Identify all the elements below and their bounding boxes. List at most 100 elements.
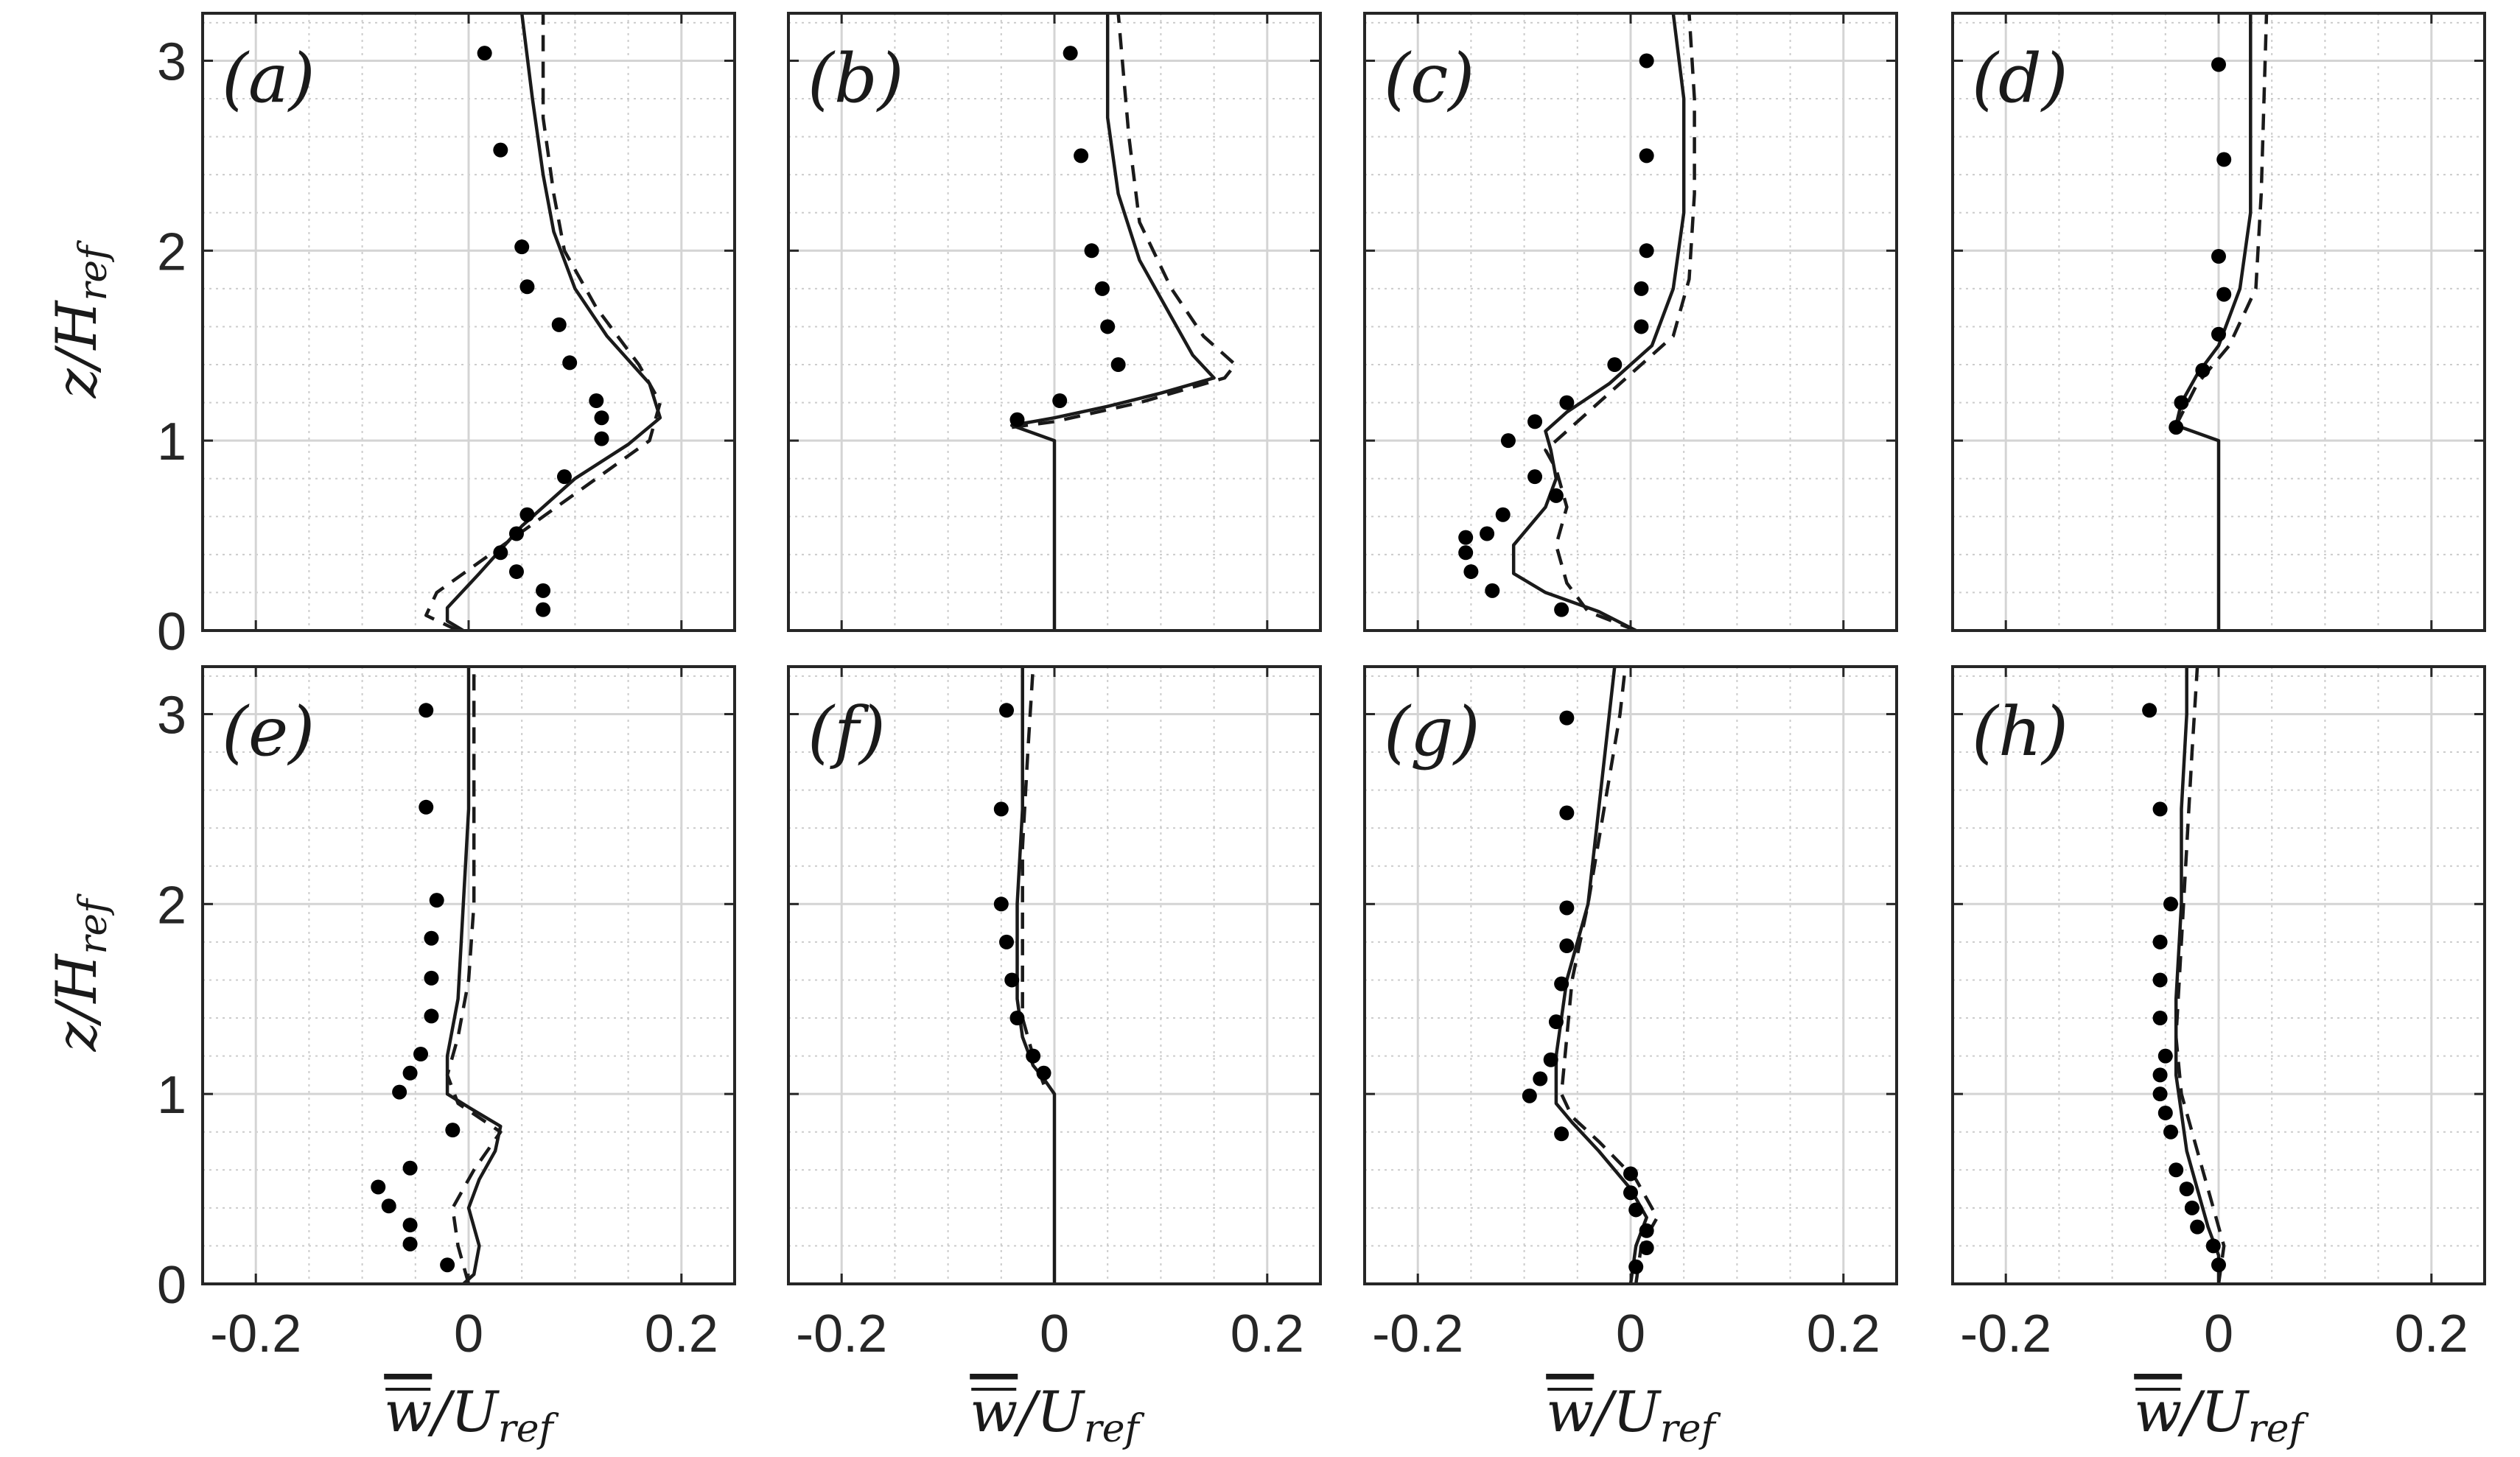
panel-a: (a) 0 1 2 3 z/Href — [43, 12, 736, 661]
y-tick-label: 1 — [157, 412, 186, 471]
data-point — [2163, 896, 2179, 912]
axes-frame — [1951, 12, 2486, 632]
x-tick-label: -0.2 — [796, 1305, 887, 1363]
data-point — [594, 431, 609, 446]
data-point — [402, 1218, 418, 1233]
data-point — [2216, 287, 2232, 302]
data-point — [993, 896, 1009, 912]
data-point — [2157, 1048, 2173, 1064]
data-point — [419, 799, 434, 815]
solid-profile-line — [445, 13, 662, 632]
data-point — [2211, 326, 2226, 342]
data-point — [508, 564, 524, 580]
data-point — [1559, 395, 1575, 410]
data-point — [1480, 526, 1495, 541]
x-tick-label: 0 — [454, 1305, 483, 1363]
dashed-profile-line — [1011, 13, 1237, 429]
y-tick-label: 1 — [157, 1066, 186, 1125]
solid-profile-line — [1511, 13, 1686, 633]
data-point — [1639, 1240, 1654, 1256]
y-tick-label: 0 — [157, 1256, 186, 1315]
dashed-profile-line — [1544, 13, 1696, 633]
data-point — [419, 703, 434, 718]
data-point — [1548, 1014, 1564, 1030]
dashed-profile-line — [445, 667, 503, 1285]
data-point — [2216, 152, 2232, 167]
data-point — [1094, 281, 1110, 296]
data-point — [519, 507, 535, 522]
data-point — [445, 1123, 461, 1138]
data-point — [424, 1008, 439, 1024]
dashed-profile-line — [2174, 666, 2226, 1285]
solid-profile-line — [2174, 13, 2253, 631]
data-point — [1527, 469, 1543, 485]
data-point — [2205, 1238, 2221, 1254]
data-point — [2169, 420, 2184, 435]
axes-frame — [787, 665, 1322, 1285]
data-point — [536, 602, 551, 617]
data-point — [1463, 564, 1479, 580]
x-tick-label: 0 — [1040, 1305, 1069, 1363]
data-point — [2169, 1162, 2184, 1178]
y-axis-label: z/Href — [43, 893, 116, 1053]
data-point — [2211, 249, 2226, 264]
y-tick-label: 2 — [157, 876, 186, 935]
data-point — [429, 893, 444, 908]
data-point — [493, 545, 508, 561]
x-tick-label: 0.2 — [645, 1305, 718, 1363]
data-point — [1100, 319, 1116, 334]
data-point — [1026, 1048, 1041, 1064]
data-point — [1639, 148, 1654, 164]
x-tick-label: 0.2 — [1231, 1305, 1304, 1363]
data-point — [402, 1160, 418, 1176]
panel-f: (f)-0.2 0 0.2w/Uref — [787, 665, 1322, 1451]
data-point — [424, 930, 439, 946]
data-point — [1458, 530, 1474, 545]
x-tick-label: 0.2 — [1807, 1305, 1880, 1363]
solid-profile-line — [1009, 13, 1216, 631]
data-point — [2195, 362, 2211, 378]
data-point — [1559, 710, 1575, 726]
y-tick-label: 3 — [157, 686, 186, 745]
data-point — [1634, 281, 1649, 296]
y-tick-label: 2 — [157, 222, 186, 281]
data-point — [413, 1047, 429, 1062]
panel-label: (h) — [1972, 692, 2068, 771]
data-point — [993, 801, 1009, 817]
data-point — [1009, 1011, 1025, 1026]
axes-frame — [1363, 665, 1898, 1285]
data-point — [1554, 1126, 1569, 1142]
data-point — [1628, 1259, 1644, 1274]
data-point — [2211, 1257, 2226, 1273]
data-point — [1527, 414, 1543, 429]
data-point — [1495, 507, 1511, 522]
data-point — [1004, 972, 1020, 988]
data-point — [1533, 1071, 1548, 1086]
data-point — [1623, 1185, 1638, 1201]
panel-g: (g)-0.2 0 0.2w/Uref — [1363, 665, 1898, 1451]
data-point — [2174, 395, 2189, 410]
panel-h: (h) -0.2 0 0.2 w/Uref — [1951, 665, 2486, 1451]
y-tick-label: 3 — [157, 32, 186, 91]
data-point — [1485, 583, 1500, 598]
x-tick-label: 0 — [1616, 1305, 1645, 1363]
axes-frame — [1363, 12, 1898, 632]
data-point — [1639, 53, 1654, 69]
x-tick-label: -0.2 — [1372, 1305, 1463, 1363]
y-tick-label: 0 — [157, 603, 186, 661]
data-point — [2179, 1182, 2194, 1197]
data-point — [2157, 1105, 2173, 1120]
data-point — [1559, 938, 1575, 954]
data-point — [1548, 488, 1564, 503]
data-point — [1634, 319, 1649, 334]
data-point — [2152, 972, 2168, 988]
data-point — [1052, 393, 1068, 409]
data-point — [1009, 412, 1025, 427]
data-point — [2142, 703, 2157, 718]
data-point — [519, 279, 535, 295]
data-point — [1458, 545, 1474, 561]
data-point — [2152, 1011, 2168, 1026]
data-point — [1559, 900, 1575, 916]
